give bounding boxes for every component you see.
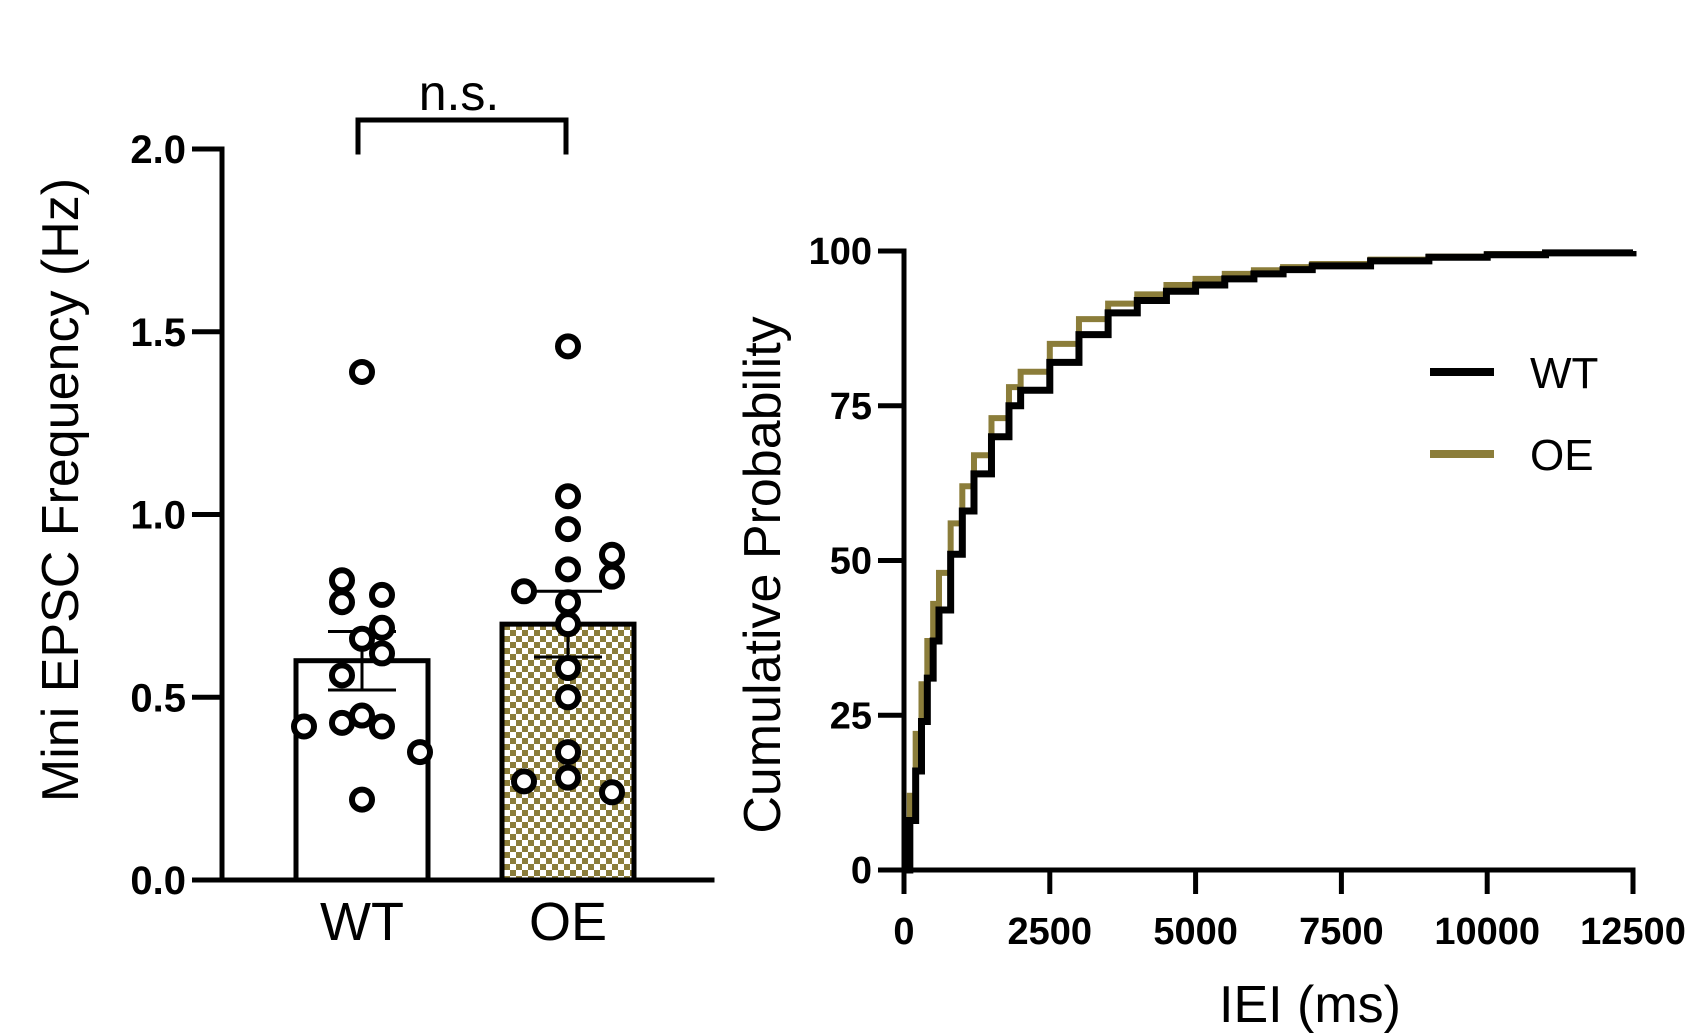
data-point-wt [349,358,375,385]
significance-label: n.s. [419,65,500,121]
x-tick-label: 10000 [1434,911,1540,953]
bar-chart-categories: WT OE [320,892,607,952]
series-line-oe [904,249,1636,873]
y-tick-label: 2.0 [130,128,186,172]
data-point-wt [349,702,375,729]
data-point-wt [369,713,395,740]
data-point-wt [291,713,317,740]
category-label-wt: WT [320,892,404,952]
series-line-wt [904,249,1637,874]
data-point-wt [329,567,355,594]
line-chart-x-ticks: 0 2500 5000 7500 10000 12500 [893,870,1686,953]
legend-label-wt: WT [1530,349,1598,398]
legend: WT OE [1430,349,1598,480]
data-point-oe [555,611,581,638]
legend-label-oe: OE [1530,431,1594,480]
y-tick-label: 100 [809,231,872,273]
data-point-oe [555,655,581,682]
data-point-wt [329,709,355,736]
data-point-oe [599,779,625,806]
series-lines-group [904,249,1637,874]
x-tick-label: 7500 [1299,911,1384,953]
y-tick-label: 0 [851,850,872,892]
line-chart-y-ticks: 0 25 50 75 100 [809,231,904,892]
significance-bracket: n.s. [355,65,569,155]
data-point-wt [329,662,355,689]
y-tick-label: 50 [830,541,872,583]
y-tick-label: 25 [830,695,872,737]
data-point-oe [511,768,537,795]
data-point-wt [369,614,395,641]
data-point-oe [555,556,581,583]
data-point-wt [349,786,375,813]
data-point-wt [349,625,375,652]
bar-wt [293,658,431,883]
x-tick-label: 5000 [1153,911,1238,953]
data-point-wt [329,589,355,616]
line-chart-y-axis-title: Cumulative Probability [734,316,792,833]
data-point-oe [555,333,581,360]
y-tick-label: 0.5 [130,676,186,720]
bars-group [293,621,637,883]
y-tick-label: 1.5 [130,311,186,355]
data-point-oe [555,483,581,510]
data-point-oe [555,589,581,616]
x-tick-label: 2500 [1008,911,1093,953]
data-point-wt [407,739,433,766]
line-chart-x-axis-title: IEI (ms) [1219,976,1401,1033]
y-tick-label: 1.0 [130,494,186,538]
bar-chart: 0.0 0.5 1.0 1.5 2.0 WT OE n.s. Mini EPSC Freq… [32,65,715,952]
data-point-oe [511,578,537,605]
y-tick-label: 0.0 [130,859,186,903]
data-point-oe [599,541,625,568]
data-point-oe [555,739,581,766]
bar-chart-y-axis-title: Mini EPSC Frequency (Hz) [32,178,90,802]
points-group [291,333,625,813]
x-tick-label: 0 [893,911,914,953]
x-tick-label: 12500 [1580,911,1686,953]
data-point-oe [555,684,581,711]
data-point-oe [555,516,581,543]
data-point-oe [599,563,625,590]
data-point-wt [369,640,395,667]
data-point-oe [555,764,581,791]
category-label-oe: OE [529,892,607,952]
data-point-wt [369,581,395,608]
y-tick-label: 75 [830,386,872,428]
bar-chart-y-ticks: 0.0 0.5 1.0 1.5 2.0 [130,128,222,903]
line-chart-axes [901,248,1636,873]
